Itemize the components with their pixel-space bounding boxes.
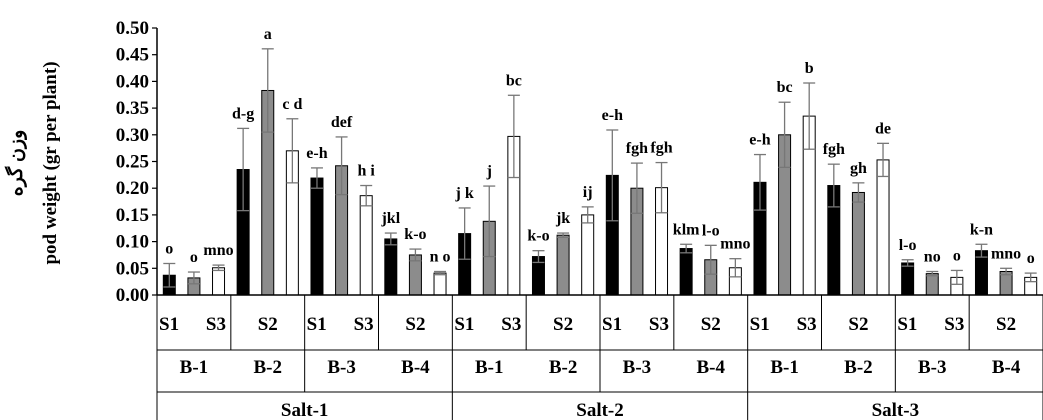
y-tick-label: 0.00 (116, 285, 149, 306)
data-label: l-o (702, 222, 720, 239)
x-tick-label: S2 (996, 314, 1016, 335)
data-label: ij (583, 184, 593, 201)
data-label: l-o (899, 237, 917, 254)
data-label: de (875, 120, 891, 137)
bar (901, 262, 915, 296)
bar (925, 273, 939, 296)
x-tick-label: S1 (454, 314, 474, 335)
bar (876, 159, 890, 296)
y-tick-label: 0.40 (116, 71, 149, 92)
x-group-label: B-2 (844, 357, 873, 378)
x-tick-label: S3 (501, 314, 521, 335)
x-tick-label: S3 (206, 314, 226, 335)
y-tick-label: 0.05 (116, 258, 149, 279)
x-tick-label: S2 (848, 314, 868, 335)
x-group-label: B-4 (992, 357, 1021, 378)
data-label: o (190, 249, 198, 266)
x-tick-label: S2 (701, 314, 721, 335)
x-tick-label: S2 (405, 314, 425, 335)
data-label: jkl (380, 210, 400, 227)
bar (556, 234, 570, 296)
data-label: e-h (749, 132, 770, 149)
bar (359, 195, 373, 296)
y-axis-label-persian: وزن گره (4, 130, 27, 197)
x-group-label: B-4 (697, 357, 726, 378)
x-group-label: B-3 (918, 357, 947, 378)
data-label: k-o (404, 226, 426, 243)
x-salt-label: Salt-3 (872, 400, 920, 420)
x-tick-label: S2 (553, 314, 573, 335)
data-label: h i (358, 163, 376, 180)
data-label: klm (673, 221, 700, 238)
x-group-label: B-2 (254, 357, 283, 378)
y-tick-label: 0.15 (116, 205, 149, 226)
x-tick-label: S3 (354, 314, 374, 335)
data-label: o (165, 240, 173, 257)
data-label: jk (555, 210, 570, 227)
x-group-label: B-1 (770, 357, 799, 378)
data-label: d-g (232, 105, 254, 122)
data-label: b (805, 60, 814, 77)
data-label: fgh (650, 140, 672, 157)
data-label: e-h (602, 107, 623, 124)
data-label: j k (455, 185, 474, 202)
x-tick-label: S1 (897, 314, 917, 335)
data-label: mno (203, 242, 233, 259)
bar (581, 214, 595, 296)
y-tick-label: 0.25 (116, 152, 149, 173)
data-label: o (1027, 250, 1035, 267)
y-tick-label: 0.20 (116, 178, 149, 199)
y-tick-label: 0.10 (116, 232, 149, 253)
y-tick-label: 0.45 (116, 45, 149, 66)
bar (212, 267, 226, 296)
x-tick-label: S2 (258, 314, 278, 335)
data-label: k-n (970, 221, 993, 238)
bar (384, 238, 398, 296)
bar (679, 248, 693, 296)
x-group-label: B-2 (549, 357, 578, 378)
x-tick-label: S1 (307, 314, 327, 335)
x-tick-label: S1 (602, 314, 622, 335)
data-label: a (264, 26, 272, 43)
data-label: no (924, 249, 941, 266)
data-label: fgh (626, 140, 648, 157)
x-tick-label: S1 (750, 314, 770, 335)
x-tick-label: S1 (159, 314, 179, 335)
x-group-label: B-3 (623, 357, 652, 378)
x-tick-label: S3 (797, 314, 817, 335)
bar (310, 177, 324, 296)
data-label: bc (777, 79, 793, 96)
bar (851, 191, 865, 296)
bar (433, 272, 447, 296)
data-label: gh (850, 160, 867, 177)
x-salt-label: Salt-2 (576, 400, 624, 420)
data-label: k-o (527, 228, 549, 245)
data-label: o (953, 247, 961, 264)
data-label: fgh (823, 141, 845, 158)
x-salt-label: Salt-1 (281, 400, 329, 420)
data-label: e-h (306, 145, 327, 162)
x-tick-label: S3 (944, 314, 964, 335)
y-tick-label: 0.35 (116, 98, 149, 119)
x-group-label: B-4 (401, 357, 430, 378)
y-tick-label: 0.50 (116, 18, 149, 39)
y-tick-label: 0.30 (116, 125, 149, 146)
y-axis-label: pod weight (gr per plant) (40, 61, 61, 264)
x-group-label: B-3 (327, 357, 356, 378)
x-tick-label: S3 (649, 314, 669, 335)
data-label: c d (282, 96, 302, 113)
data-label: mno (720, 236, 750, 253)
x-group-label: B-1 (180, 357, 209, 378)
x-group-label: B-1 (475, 357, 504, 378)
data-label: n o (430, 249, 451, 266)
data-label: bc (506, 72, 522, 89)
data-label: def (331, 114, 353, 131)
data-label: mno (991, 245, 1021, 262)
data-label: j (486, 163, 492, 180)
